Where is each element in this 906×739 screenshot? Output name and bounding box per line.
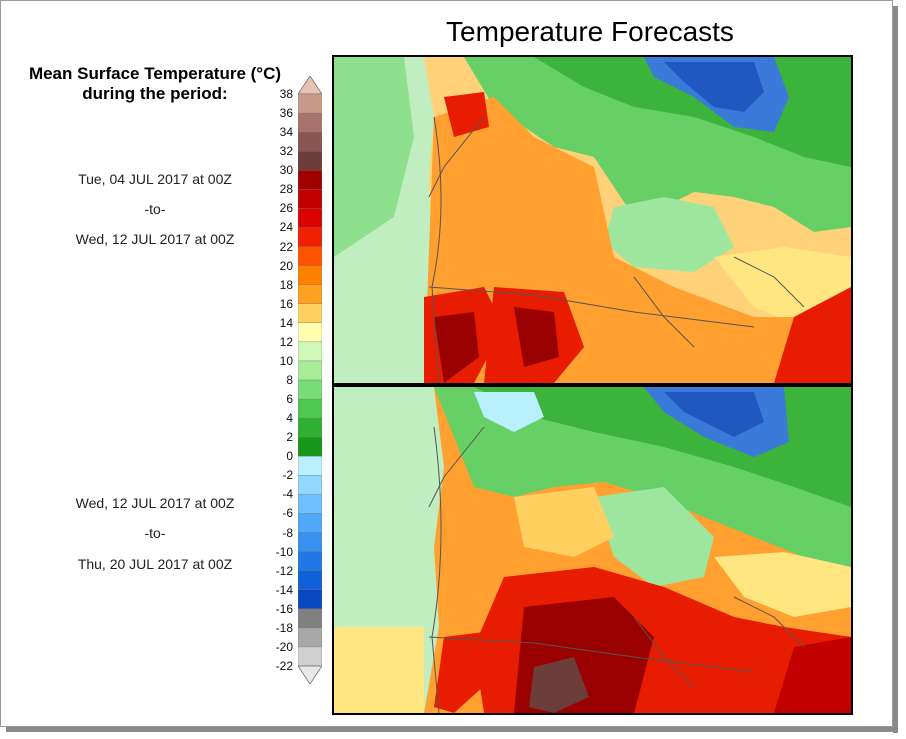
colorbar-tick-label: 0	[286, 449, 293, 464]
colorbar-band	[298, 627, 322, 648]
colorbar-band	[298, 227, 322, 248]
period1-sep: -to-	[144, 201, 166, 217]
colorbar-band	[298, 360, 322, 381]
period2-sep: -to-	[144, 525, 166, 541]
colorbar-band	[298, 475, 322, 495]
colorbar-band	[298, 437, 322, 457]
colorbar-tick-label: -12	[275, 563, 293, 578]
frame-shadow-right	[893, 6, 898, 733]
colorbar-band	[298, 208, 322, 228]
colorbar-band	[298, 398, 322, 419]
colorbar-tick-label: 10	[279, 353, 293, 368]
colorbar-tick-label: -20	[275, 639, 293, 654]
colorbar-band	[298, 284, 322, 305]
colorbar-band	[298, 131, 322, 152]
colorbar-tick-label: 34	[279, 125, 293, 140]
colorbar-tick-label: 28	[279, 182, 293, 197]
temperature-colorbar	[298, 76, 322, 684]
colorbar-tick-label: -2	[282, 468, 293, 483]
colorbar-band	[298, 303, 322, 324]
colorbar-tick-label: 24	[279, 220, 293, 235]
colorbar-tick-label: 38	[279, 87, 293, 101]
colorbar-tick-label: 4	[286, 411, 293, 426]
colorbar-tick-label: -6	[282, 506, 293, 521]
colorbar-band	[298, 456, 322, 476]
colorbar-band	[298, 494, 322, 514]
colorbar-tick-label: -18	[275, 620, 293, 635]
colorbar-tick-label: 16	[279, 296, 293, 311]
colorbar-band	[298, 646, 322, 667]
colorbar-tick-label: -22	[275, 659, 293, 673]
colorbar-band	[298, 551, 322, 572]
colorbar-tick-label: 12	[279, 334, 293, 349]
colorbar-tick-label: -16	[275, 601, 293, 616]
colorbar-tick-label: 30	[279, 163, 293, 178]
figure-title: Temperature Forecasts	[446, 16, 734, 47]
colorbar-tick-label: -10	[275, 544, 293, 559]
colorbar-band	[298, 379, 322, 400]
colorbar-band	[298, 112, 322, 133]
colorbar-top-cap	[298, 76, 322, 95]
map2-canvas	[334, 387, 851, 713]
frame-shadow-bottom	[6, 727, 898, 732]
colorbar-tick-label: 32	[279, 144, 293, 159]
colorbar-tick-label: 8	[286, 373, 293, 387]
colorbar-tick-label: 6	[286, 392, 293, 407]
colorbar-band	[298, 341, 322, 362]
colorbar-band	[298, 170, 322, 190]
forecast-map-week1	[332, 55, 853, 385]
colorbar-band	[298, 150, 322, 171]
legend-title-line2: during the period:	[82, 84, 228, 103]
colorbar-band	[298, 417, 322, 438]
legend-title: Mean Surface Temperature (°C) during the…	[0, 64, 310, 104]
colorbar-tick-label: 2	[286, 430, 293, 445]
map1-canvas	[334, 57, 851, 383]
colorbar-band	[298, 265, 322, 286]
period1-start: Tue, 04 JUL 2017 at 00Z	[78, 171, 232, 187]
period2-start: Wed, 12 JUL 2017 at 00Z	[75, 495, 235, 511]
colorbar-band	[298, 570, 322, 591]
forecast-map-week2	[332, 385, 853, 715]
colorbar-band	[298, 589, 322, 610]
colorbar-band	[298, 189, 322, 209]
colorbar-tick-label: 22	[279, 239, 293, 254]
colorbar-tick-label: 36	[279, 106, 293, 121]
colorbar-tick-label: -14	[275, 582, 293, 597]
colorbar-band	[298, 246, 322, 267]
period1-end: Wed, 12 JUL 2017 at 00Z	[75, 231, 235, 247]
colorbar-band	[298, 322, 322, 343]
legend-title-line1: Mean Surface Temperature (°C)	[28, 64, 282, 83]
colorbar-tick-label: 14	[279, 315, 293, 330]
period2-end: Thu, 20 JUL 2017 at 00Z	[77, 556, 233, 572]
colorbar-tick-label: 18	[279, 277, 293, 292]
colorbar-band	[298, 532, 322, 553]
colorbar-tick-label: -4	[282, 487, 293, 502]
colorbar-tick-label: 26	[279, 201, 293, 216]
colorbar-band	[298, 93, 322, 114]
colorbar-tick-label: 20	[279, 258, 293, 273]
colorbar-band	[298, 608, 322, 629]
colorbar-bottom-cap	[298, 665, 322, 684]
colorbar-band	[298, 513, 322, 534]
colorbar-tick-label: -8	[282, 525, 293, 540]
